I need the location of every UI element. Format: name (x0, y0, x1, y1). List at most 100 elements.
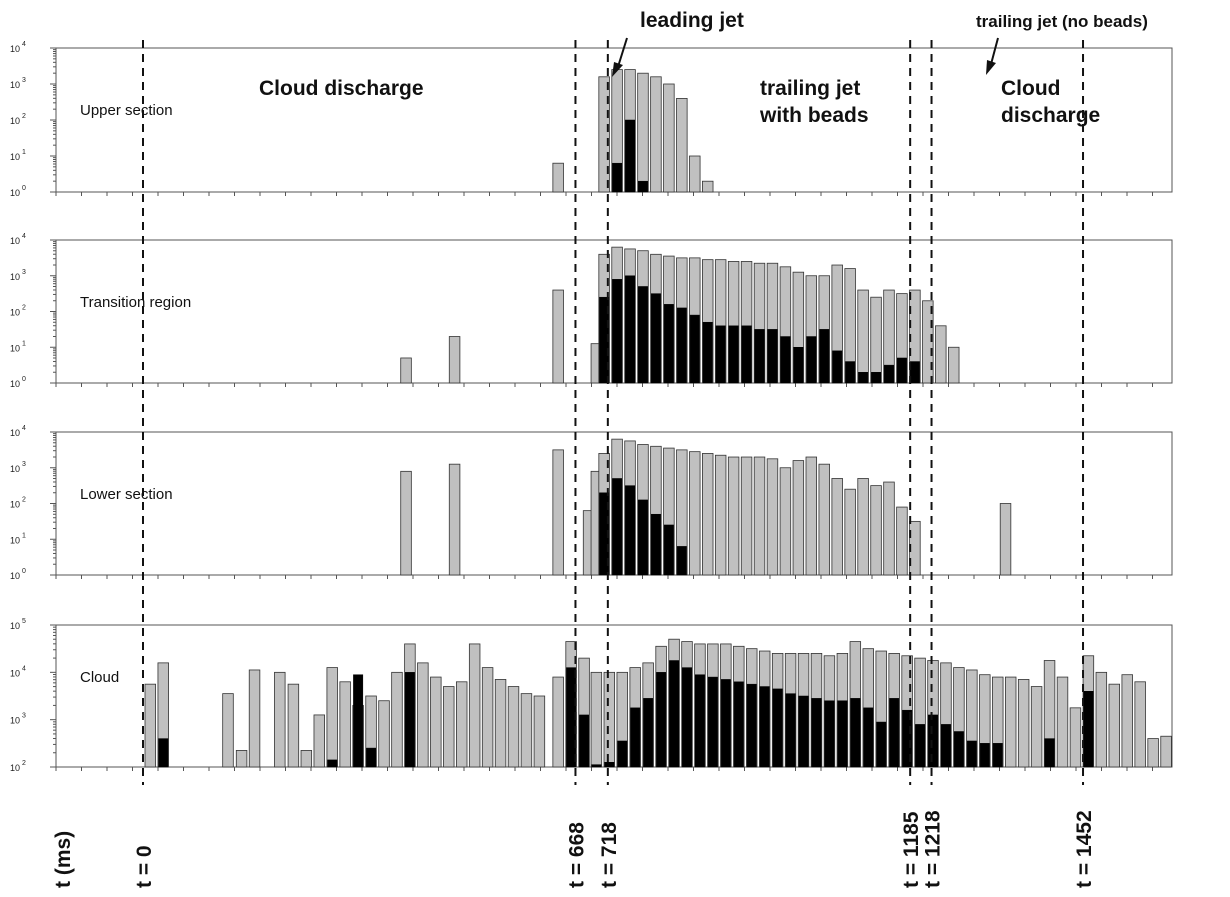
bar-beaded (715, 325, 726, 384)
bar-total (603, 671, 616, 768)
bar-beaded (638, 286, 648, 384)
bar-beaded (1044, 738, 1055, 768)
y-tick-exponent: 0 (22, 568, 26, 575)
bar-total (689, 451, 701, 576)
panel-label: Upper section (80, 102, 173, 119)
bar-beaded (694, 674, 705, 768)
bar-beaded (759, 686, 770, 768)
bar-beaded (793, 347, 804, 384)
bar-total (1108, 683, 1120, 768)
arrow-leading-jet (612, 37, 628, 77)
bar-total (818, 463, 830, 576)
bar-beaded (884, 364, 894, 384)
bar-beaded (579, 714, 590, 768)
bar-beaded (915, 724, 926, 768)
bar-total (896, 506, 908, 576)
y-tick-exponent: 5 (22, 618, 26, 625)
bar-beaded (630, 707, 641, 768)
bar-total (455, 681, 468, 768)
bar-total (235, 750, 248, 768)
bar-total (922, 300, 934, 384)
bar-total (533, 695, 546, 768)
bar-total (1017, 679, 1030, 768)
bar-total (287, 683, 300, 768)
bar-total (1147, 738, 1159, 768)
bar-total (590, 671, 603, 768)
bar-total (430, 676, 442, 768)
bar-beaded (871, 372, 882, 384)
bar-total (339, 681, 351, 768)
bar-total (400, 357, 412, 384)
bar-beaded (850, 698, 861, 768)
bar-beaded (663, 524, 674, 576)
y-tick-label: 10 (10, 44, 20, 54)
bar-total (1004, 676, 1017, 768)
bar-beaded (353, 674, 364, 768)
bar-beaded (643, 698, 654, 768)
bar-beaded (604, 762, 615, 768)
bar-beaded (669, 660, 680, 768)
y-tick-exponent: 4 (22, 41, 26, 48)
annotation-trailing-jet-with-beads-line1: trailing jet (760, 77, 860, 100)
bar-total (870, 296, 882, 384)
y-tick-label: 10 (10, 80, 20, 90)
y-tick-exponent: 2 (22, 113, 26, 120)
bar-total (857, 478, 869, 576)
bar-total (1056, 676, 1069, 768)
bar-total (1121, 674, 1133, 768)
y-tick-exponent: 0 (22, 376, 26, 383)
y-tick-label: 10 (10, 308, 20, 318)
panel-label: Lower section (80, 486, 173, 503)
panel-label: Cloud (80, 669, 119, 686)
bar-total (650, 76, 662, 193)
bar-total (1134, 681, 1146, 768)
y-tick-label: 10 (10, 236, 20, 246)
bar-beaded (741, 325, 752, 384)
y-tick-label: 10 (10, 500, 20, 510)
bar-beaded (591, 764, 602, 768)
bar-beaded (682, 667, 692, 768)
bar-beaded (896, 357, 907, 384)
bar-beaded (889, 698, 900, 768)
y-tick-label: 10 (10, 152, 20, 162)
bar-total (481, 667, 494, 768)
y-tick-label: 10 (10, 379, 20, 389)
bar-beaded (612, 162, 623, 193)
bar-beaded (638, 180, 648, 193)
time-marker-label: t = 1185 (900, 811, 923, 888)
bar-beaded (798, 695, 809, 768)
bar-beaded (158, 738, 169, 768)
bar-beaded (689, 314, 700, 384)
bar-total (552, 162, 564, 193)
y-tick-exponent: 2 (22, 760, 26, 767)
time-marker-label: t = 1218 (922, 810, 945, 888)
bar-total (222, 693, 234, 768)
y-tick-exponent: 1 (22, 340, 26, 347)
bar-beaded (625, 485, 635, 576)
bar-total (727, 456, 740, 576)
y-tick-label: 10 (10, 763, 20, 773)
annotation-cloud-discharge-left: Cloud discharge (259, 77, 424, 100)
bar-beaded (785, 693, 796, 768)
bar-beaded (625, 119, 635, 193)
bar-beaded (966, 740, 977, 768)
y-tick-label: 10 (10, 621, 20, 631)
bar-beaded (832, 350, 843, 384)
bar-beaded (902, 709, 913, 768)
time-marker-label: t = 0 (133, 845, 156, 888)
bar-total (507, 686, 520, 768)
y-tick-exponent: 3 (22, 461, 26, 468)
bar-beaded (707, 676, 718, 768)
bar-beaded (404, 672, 415, 768)
bar-total (702, 180, 714, 193)
bar-beaded (876, 721, 887, 768)
bar-beaded (327, 759, 338, 768)
bar-beaded (767, 329, 778, 384)
annotation-leading-jet: leading jet (640, 9, 744, 32)
bar-beaded (566, 667, 577, 768)
bar-beaded (650, 513, 661, 576)
bar-beaded (746, 683, 757, 768)
y-tick-label: 10 (10, 428, 20, 438)
